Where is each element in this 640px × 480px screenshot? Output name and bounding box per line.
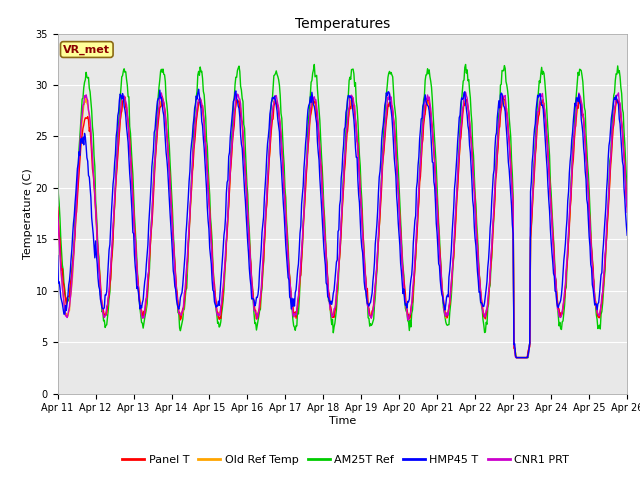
X-axis label: Time: Time [329, 416, 356, 426]
Legend: Panel T, Old Ref Temp, AM25T Ref, HMP45 T, CNR1 PRT: Panel T, Old Ref Temp, AM25T Ref, HMP45 … [118, 451, 573, 469]
Text: VR_met: VR_met [63, 45, 110, 55]
Title: Temperatures: Temperatures [295, 17, 390, 31]
Y-axis label: Temperature (C): Temperature (C) [22, 168, 33, 259]
